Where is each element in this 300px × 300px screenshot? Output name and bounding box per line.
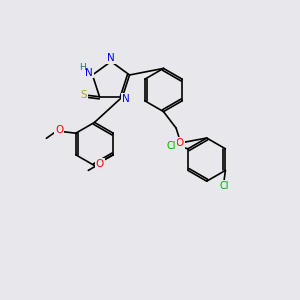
Text: O: O bbox=[176, 138, 184, 148]
Text: S: S bbox=[81, 90, 87, 100]
Text: H: H bbox=[80, 63, 86, 72]
Text: Cl: Cl bbox=[219, 181, 229, 191]
Text: N: N bbox=[107, 53, 115, 63]
Text: N: N bbox=[122, 94, 129, 104]
Text: O: O bbox=[55, 125, 63, 135]
Text: N: N bbox=[85, 68, 93, 78]
Text: O: O bbox=[96, 159, 104, 169]
Text: Cl: Cl bbox=[167, 141, 176, 151]
